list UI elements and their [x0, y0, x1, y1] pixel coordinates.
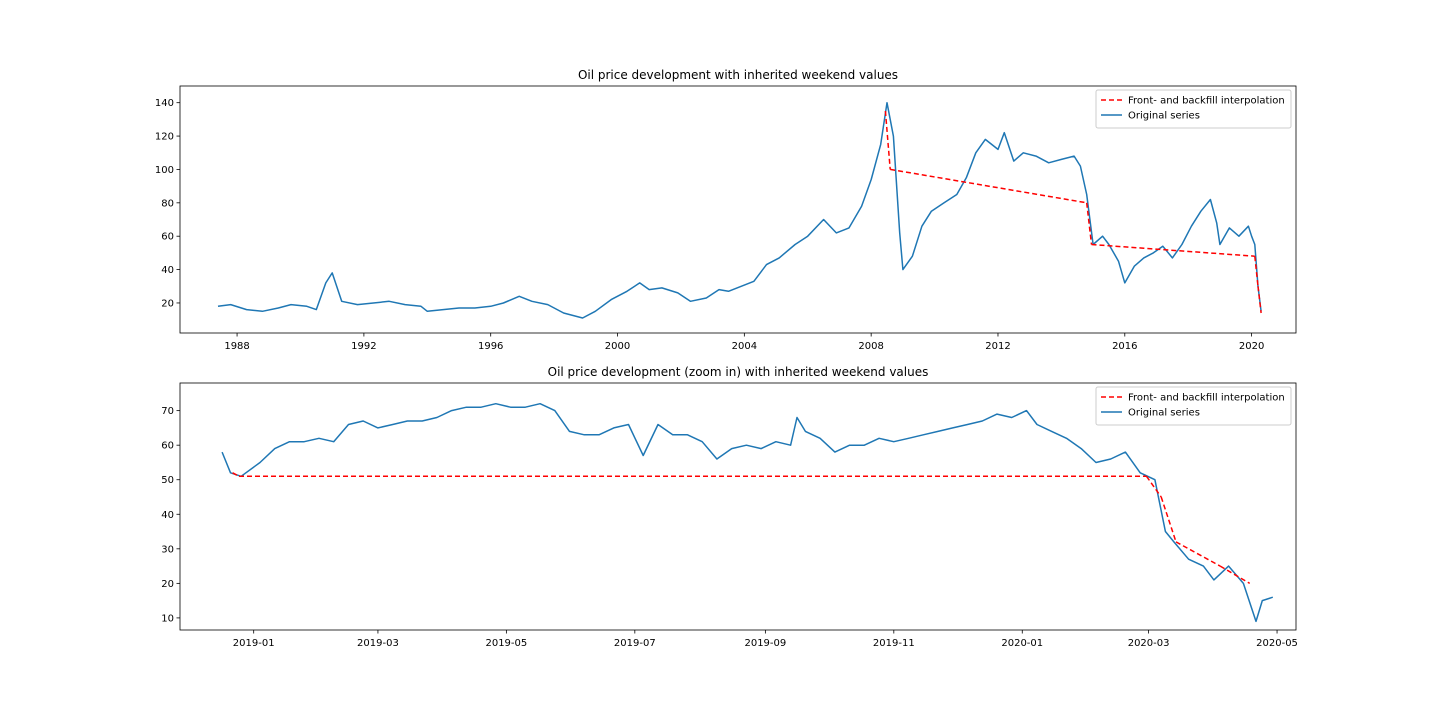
axes-frame	[179, 382, 1297, 631]
x-tick-label: 2019-05	[485, 638, 527, 649]
legend-label: Original series	[1128, 111, 1200, 122]
series-line-original	[217, 101, 1262, 319]
x-tick-label: 2020-01	[1001, 638, 1043, 649]
x-tick-label: 1996	[478, 341, 503, 352]
legend-box	[1095, 89, 1292, 129]
chart-title: Oil price development with inherited wee…	[578, 68, 898, 82]
interp-segment	[1145, 475, 1162, 498]
y-tick-label: 120	[155, 132, 174, 143]
x-tick-label: 2019-07	[614, 638, 656, 649]
chart-title: Oil price development (zoom in) with inh…	[548, 365, 929, 379]
x-tick-label: 1988	[224, 341, 249, 352]
interp-segment	[1219, 565, 1251, 585]
y-tick-label: 40	[161, 265, 174, 276]
x-tick-label: 2020-05	[1256, 638, 1298, 649]
y-tick-label: 40	[161, 510, 174, 521]
x-tick-label: 2000	[605, 341, 630, 352]
legend-label: Original series	[1128, 408, 1200, 419]
y-tick-label: 20	[161, 579, 174, 590]
interp-segment	[1254, 256, 1259, 287]
series-line-original	[221, 402, 1274, 623]
x-tick-label: 2012	[985, 341, 1010, 352]
interp-segment	[890, 168, 1087, 204]
y-tick-label: 80	[161, 198, 174, 209]
x-tick-label: 2019-09	[744, 638, 786, 649]
y-tick-label: 50	[161, 475, 174, 486]
legend-label: Front- and backfill interpolation	[1128, 96, 1285, 107]
x-tick-label: 2019-11	[873, 638, 915, 649]
interp-segment	[1257, 286, 1262, 314]
interp-segment	[1091, 243, 1255, 257]
x-tick-label: 2004	[732, 341, 757, 352]
x-tick-label: 2020-03	[1128, 638, 1170, 649]
y-tick-label: 30	[161, 544, 174, 555]
x-tick-label: 2016	[1112, 341, 1137, 352]
x-tick-label: 1992	[351, 341, 376, 352]
interp-segment	[232, 472, 240, 477]
y-tick-label: 60	[161, 441, 174, 452]
interp-segment	[1175, 541, 1221, 567]
x-tick-label: 2020	[1239, 341, 1264, 352]
chart-bottom-zoom: Oil price development (zoom in) with inh…	[161, 365, 1298, 649]
chart-top: Oil price development with inherited wee…	[155, 68, 1297, 352]
axes-frame	[179, 85, 1297, 334]
y-tick-label: 70	[161, 406, 174, 417]
y-tick-label: 10	[161, 613, 174, 624]
y-tick-label: 100	[155, 165, 174, 176]
x-tick-label: 2019-01	[233, 638, 275, 649]
legend-box	[1095, 386, 1292, 426]
x-tick-label: 2019-03	[357, 638, 399, 649]
y-tick-label: 140	[155, 98, 174, 109]
interp-segment	[1085, 202, 1093, 245]
legend-label: Front- and backfill interpolation	[1128, 393, 1285, 404]
y-tick-label: 20	[161, 298, 174, 309]
y-tick-label: 60	[161, 232, 174, 243]
x-tick-label: 2008	[858, 341, 883, 352]
interp-segment	[884, 110, 891, 170]
